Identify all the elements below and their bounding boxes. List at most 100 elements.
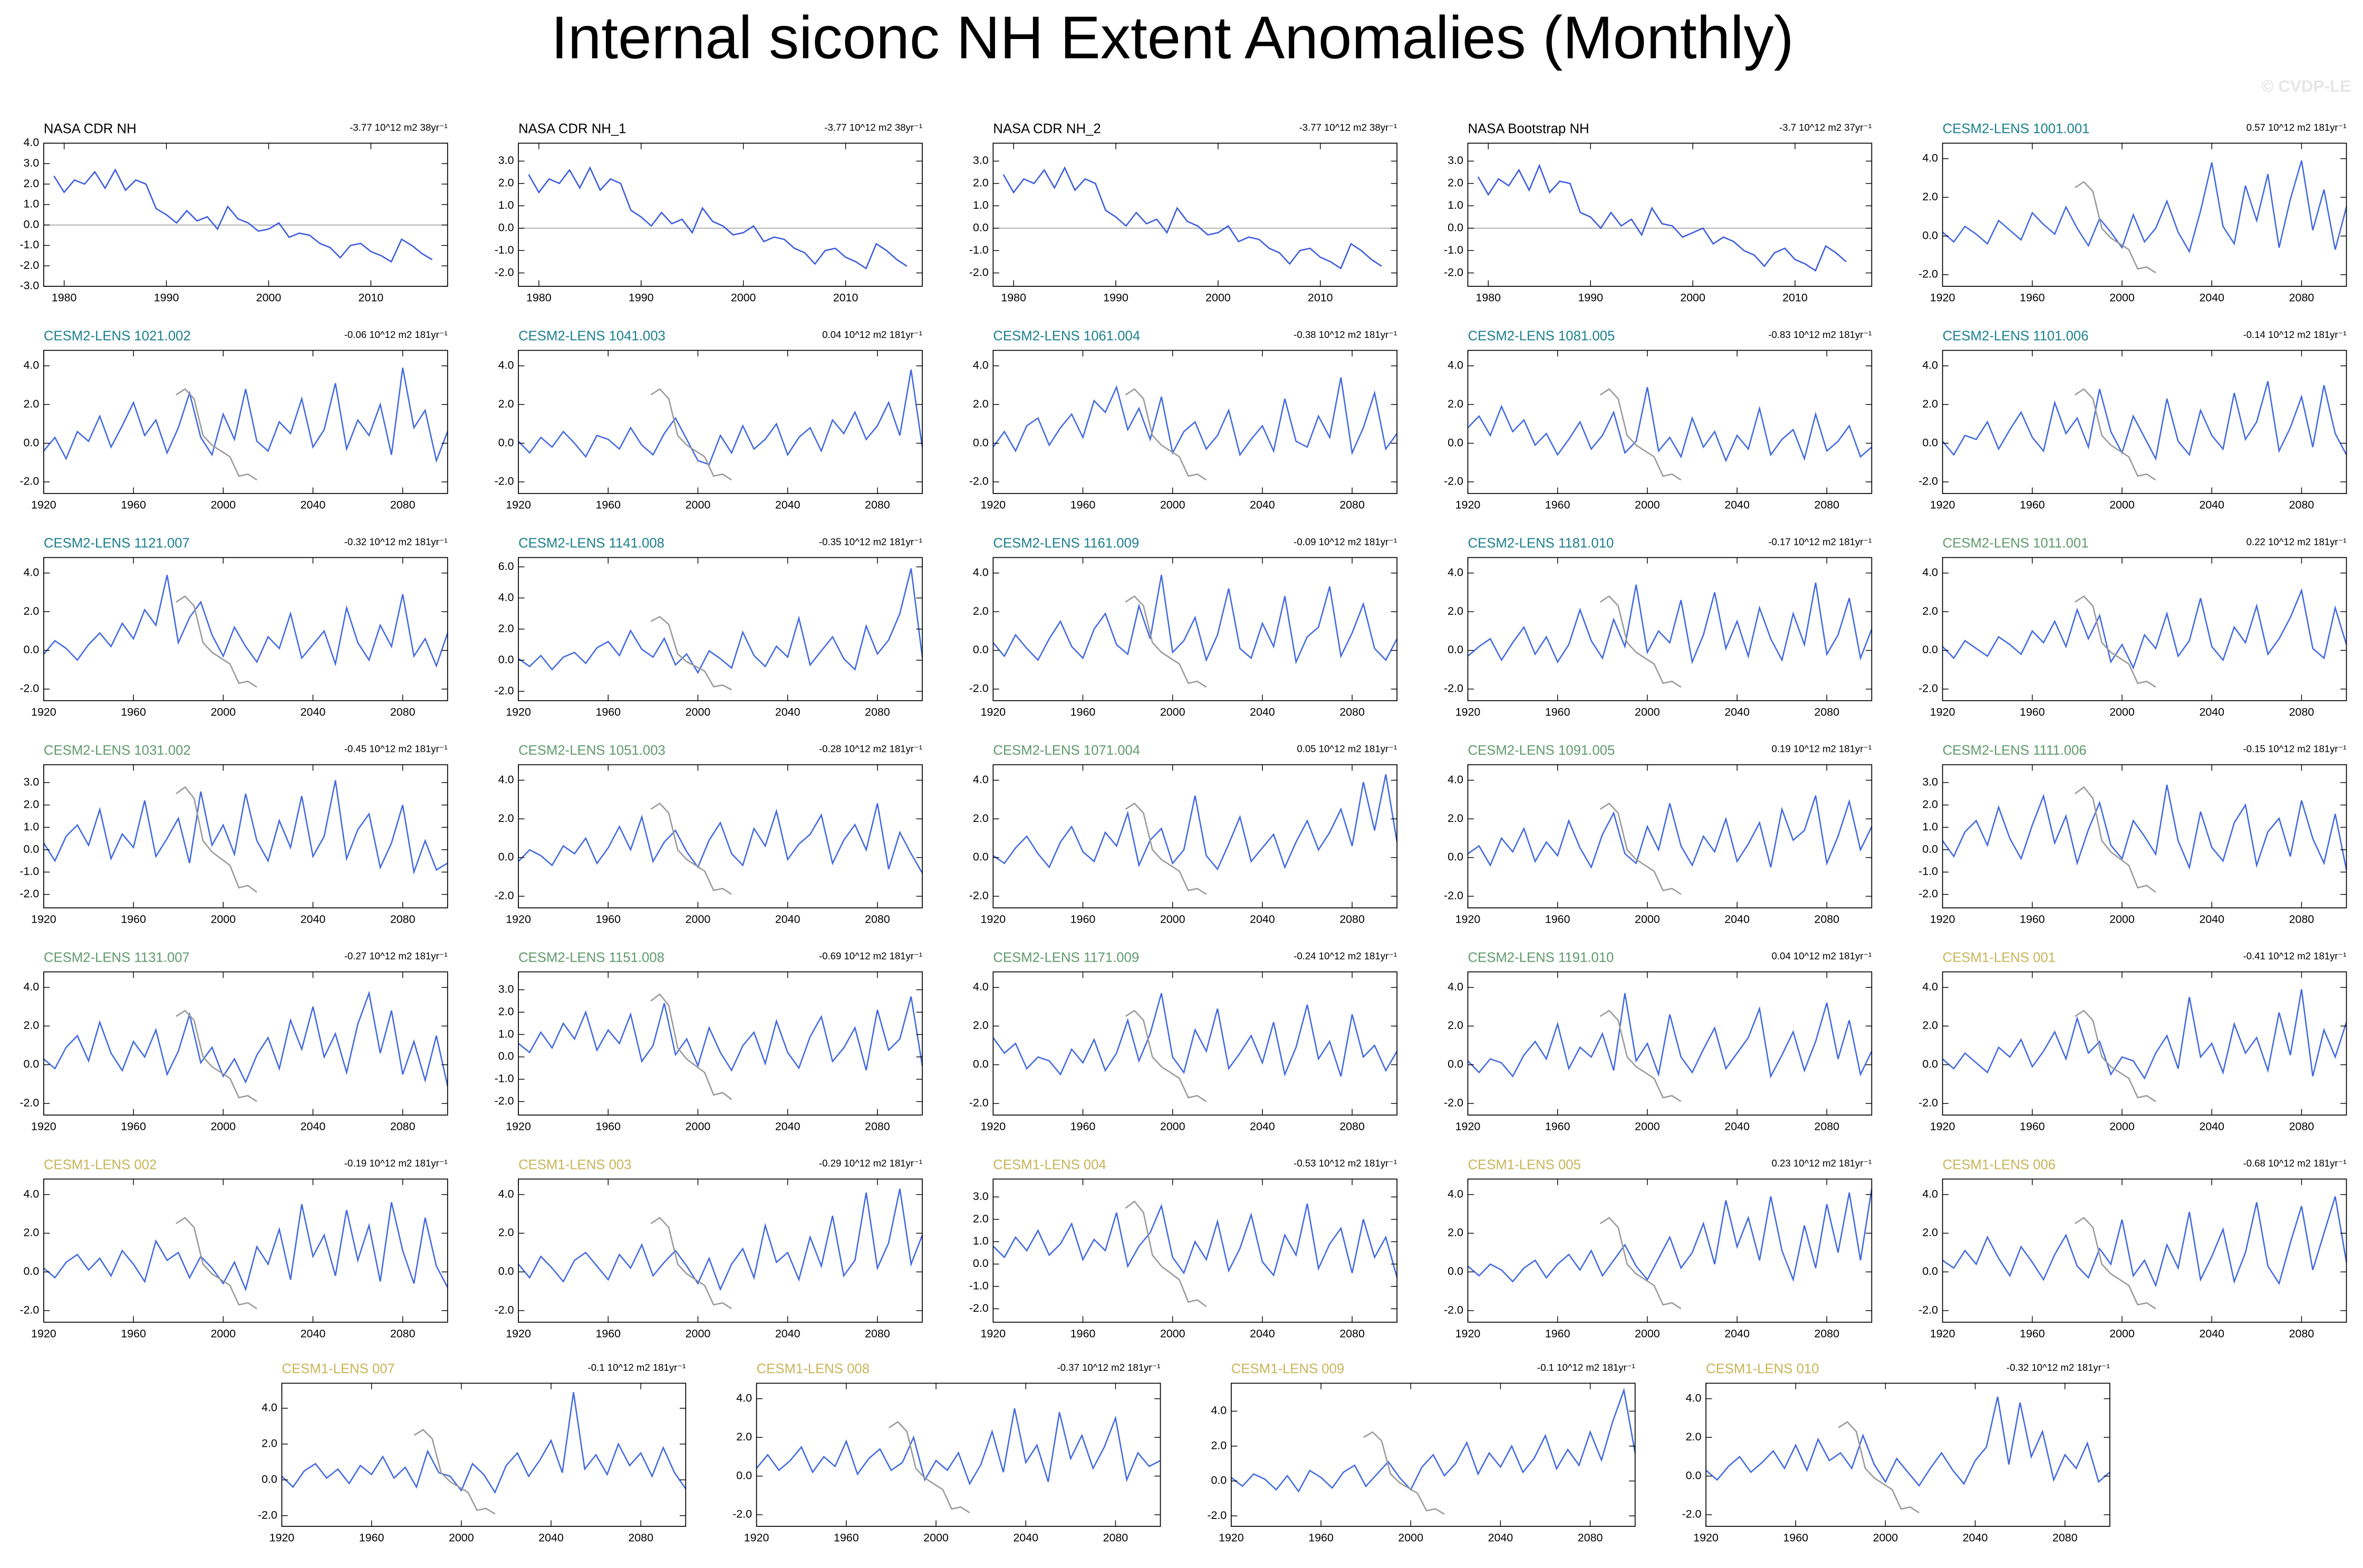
x-tick-label: 2040 [775, 1120, 800, 1133]
plot-frame [992, 764, 1398, 908]
x-tick-label: 1990 [1103, 292, 1129, 304]
y-tick-label: -1.0 [495, 1072, 514, 1085]
y-tick-label: 2.0 [1448, 1226, 1463, 1239]
panel-title: CESM2-LENS 1161.009 [993, 536, 1139, 551]
series-line [1942, 989, 2347, 1080]
series-line [176, 1217, 257, 1310]
x-tick-label: 1980 [1001, 292, 1026, 304]
panel: -2.0 0.0 2.0 4.0 1920 1960 2000 2040 2080 CESM2-L… [20, 536, 448, 718]
x-tick-label: 2080 [1339, 913, 1365, 925]
x-tick-label: 1920 [1455, 1120, 1481, 1133]
y-tick-label: 1.0 [498, 199, 514, 211]
y-tick-label: -2.0 [969, 1096, 989, 1109]
trend-label: -0.14 10^12 m2 181yr⁻¹ [2243, 329, 2347, 340]
y-tick-label: 6.0 [498, 560, 514, 573]
y-tick-label: -2.0 [1444, 682, 1463, 695]
trend-label: 0.04 10^12 m2 181yr⁻¹ [1772, 951, 1872, 962]
y-tick-label: 0.0 [24, 1058, 40, 1070]
x-tick-label: 2040 [1250, 499, 1275, 511]
panel-title: CESM2-LENS 1171.009 [993, 950, 1139, 965]
x-tick-label: 2000 [1635, 1327, 1660, 1340]
x-tick-label: 2040 [775, 913, 800, 925]
series-line [1599, 388, 1682, 481]
y-tick-label: 0.0 [24, 843, 40, 855]
x-tick-label: 2080 [1578, 1532, 1603, 1544]
plot-frame [1467, 557, 1873, 701]
series-line [1705, 1396, 2110, 1487]
panel-title: CESM1-LENS 008 [757, 1362, 870, 1377]
series-line [1125, 1010, 1207, 1102]
y-tick-label: 4.0 [262, 1401, 277, 1414]
x-tick-label: 2010 [833, 292, 859, 304]
y-tick-label: 2.0 [498, 177, 514, 189]
panel: -2.0 0.0 2.0 4.0 1920 1960 2000 2040 2080 CESM1-L… [1918, 1157, 2347, 1340]
x-tick-label: 2080 [1339, 499, 1365, 511]
trend-label: -0.15 10^12 m2 181yr⁻¹ [2243, 743, 2347, 754]
x-tick-label: 2080 [390, 499, 416, 511]
y-tick-label: 0.0 [1686, 1469, 1702, 1482]
x-tick-label: 2000 [2109, 499, 2135, 511]
x-tick-label: 1960 [2020, 292, 2045, 304]
x-tick-label: 1960 [595, 1120, 621, 1133]
x-tick-label: 1990 [154, 292, 179, 304]
series-line [650, 993, 732, 1100]
plot-frame [281, 1382, 687, 1527]
y-tick-label: 2.0 [973, 605, 989, 617]
x-tick-label: 1960 [595, 1327, 621, 1340]
x-tick-label: 2000 [1635, 913, 1660, 925]
y-tick-label: 4.0 [24, 566, 40, 578]
trend-label: 0.22 10^12 m2 181yr⁻¹ [2246, 536, 2347, 547]
trend-label: -0.27 10^12 m2 181yr⁻¹ [344, 951, 448, 962]
panel-title: CESM2-LENS 1001.001 [1943, 122, 2090, 137]
y-tick-label: 0.0 [973, 436, 989, 449]
x-tick-label: 1960 [595, 913, 621, 925]
credit: © CVDP-LE [2261, 77, 2351, 95]
y-tick-label: 2.0 [1448, 605, 1463, 617]
series-line [1363, 1431, 1445, 1515]
x-tick-label: 1920 [506, 705, 531, 718]
y-tick-label: 0.0 [1448, 643, 1463, 656]
panel-title: CESM1-LENS 003 [518, 1157, 631, 1172]
panel-title: CESM2-LENS 1151.008 [518, 950, 664, 965]
panel: -2.0 0.0 2.0 4.0 1920 1960 2000 2040 2080 CESM1-L… [1207, 1362, 1636, 1544]
panel-title: CESM2-LENS 1131.007 [44, 950, 190, 965]
y-tick-label: -2.0 [969, 682, 989, 695]
panel-title: CESM2-LENS 1011.001 [1943, 536, 2089, 551]
panel: -2.0 -1.0 0.0 1.0 2.0 3.0 1920 1960 2000 2040 2080… [969, 1157, 1398, 1340]
x-tick-label: 2040 [301, 705, 326, 718]
y-tick-label: 4.0 [1922, 359, 1938, 372]
x-tick-label: 2000 [449, 1532, 474, 1544]
panel-title: CESM2-LENS 1031.002 [44, 743, 191, 758]
x-tick-label: 2000 [210, 705, 236, 718]
y-tick-label: -2.0 [20, 475, 39, 488]
x-tick-label: 1960 [121, 1327, 146, 1340]
y-tick-label: 2.0 [1922, 605, 1938, 617]
x-tick-label: 2000 [1205, 292, 1231, 304]
series-line [2075, 1010, 2156, 1102]
plot-frame [518, 764, 923, 908]
y-tick-label: 3.0 [24, 776, 40, 788]
y-tick-label: 4.0 [1448, 566, 1463, 578]
x-tick-label: 1920 [506, 1120, 531, 1133]
series-line [756, 1408, 1161, 1486]
series-line [1002, 166, 1382, 270]
plot-frame [1942, 142, 2347, 287]
series-line [518, 1188, 923, 1291]
trend-label: -0.69 10^12 m2 181yr⁻¹ [819, 951, 922, 962]
panel-title: CESM2-LENS 1051.003 [518, 743, 666, 758]
y-tick-label: 4.0 [973, 773, 989, 786]
trend-label: 0.04 10^12 m2 181yr⁻¹ [822, 329, 922, 340]
trend-label: -0.09 10^12 m2 181yr⁻¹ [1294, 536, 1397, 547]
y-tick-label: 2.0 [498, 622, 514, 635]
trend-label: -0.41 10^12 m2 181yr⁻¹ [2243, 951, 2347, 962]
series-line [43, 367, 448, 463]
x-tick-label: 1920 [980, 913, 1006, 925]
x-tick-label: 2040 [1250, 1327, 1275, 1340]
y-tick-label: -2.0 [969, 266, 989, 278]
plot-frame [1942, 971, 2347, 1116]
x-tick-label: 1960 [834, 1532, 859, 1544]
y-tick-label: 2.0 [1922, 398, 1938, 410]
y-tick-label: 1.0 [24, 820, 40, 833]
x-tick-label: 2080 [1814, 1327, 1839, 1340]
x-tick-label: 1920 [744, 1532, 769, 1544]
